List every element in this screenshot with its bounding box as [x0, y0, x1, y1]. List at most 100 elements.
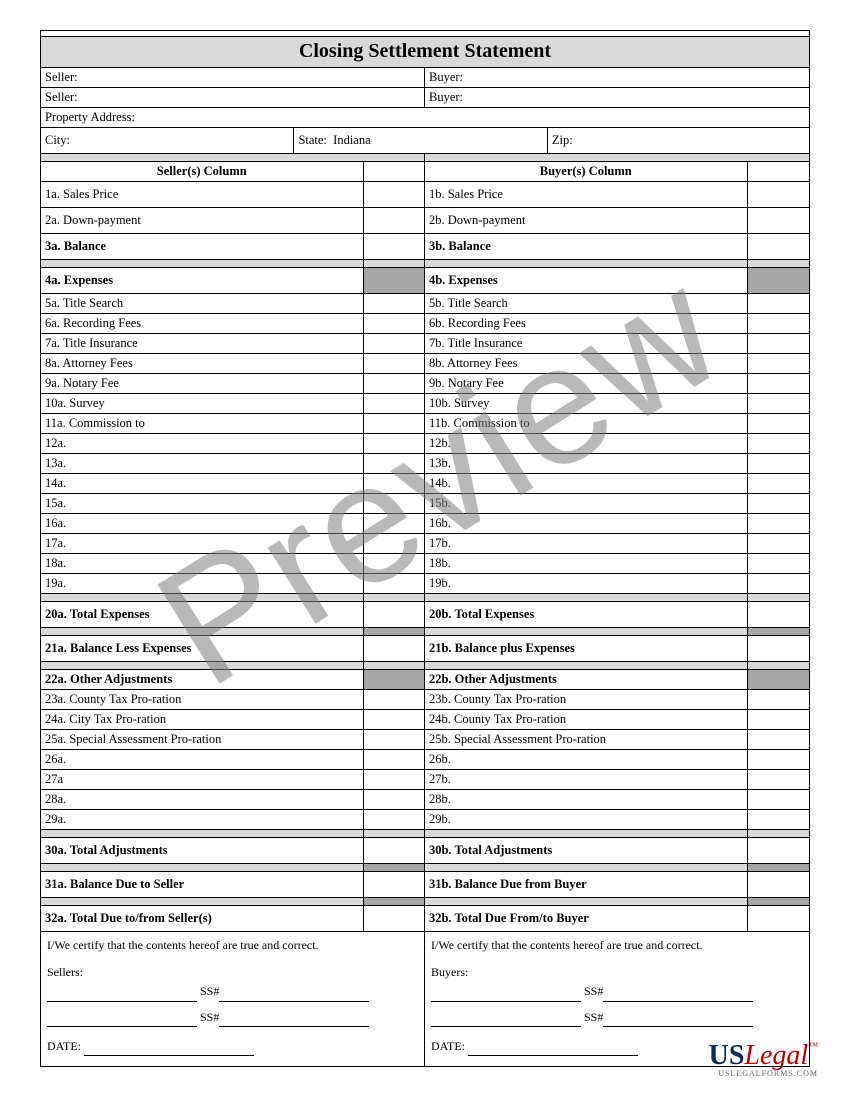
amount-cell[interactable] [364, 534, 425, 554]
amount-cell[interactable] [748, 354, 809, 374]
amount-cell[interactable] [364, 394, 425, 414]
table-row[interactable]: 29b. [425, 810, 748, 830]
amount-cell[interactable] [364, 790, 425, 810]
amount-cell[interactable] [364, 574, 425, 594]
table-row[interactable]: 1a. Sales Price [41, 182, 364, 208]
table-row[interactable]: 15a. [41, 494, 364, 514]
amount-cell[interactable] [748, 294, 809, 314]
table-row[interactable]: 13b. [425, 454, 748, 474]
amount-cell[interactable] [748, 750, 809, 770]
table-row[interactable]: 18a. [41, 554, 364, 574]
amount-cell[interactable] [364, 208, 425, 234]
amount-cell[interactable] [364, 374, 425, 394]
amount-cell[interactable] [748, 534, 809, 554]
table-row[interactable]: 6b. Recording Fees [425, 314, 748, 334]
amount-cell[interactable] [748, 474, 809, 494]
table-row[interactable]: 8a. Attorney Fees [41, 354, 364, 374]
amount-cell[interactable] [364, 434, 425, 454]
amount-cell[interactable] [364, 710, 425, 730]
amount-cell[interactable] [748, 374, 809, 394]
amount-cell[interactable] [364, 474, 425, 494]
amount-cell[interactable] [748, 710, 809, 730]
table-row[interactable]: 3b. Balance [425, 234, 748, 260]
table-row[interactable]: 9a. Notary Fee [41, 374, 364, 394]
table-row[interactable]: 2a. Down-payment [41, 208, 364, 234]
table-row[interactable]: 27b. [425, 770, 748, 790]
amount-cell[interactable] [364, 354, 425, 374]
amount-cell[interactable] [748, 234, 809, 260]
table-row[interactable]: 5a. Title Search [41, 294, 364, 314]
amount-cell[interactable] [364, 414, 425, 434]
amount-cell[interactable] [364, 294, 425, 314]
zip-field[interactable]: Zip: [548, 128, 809, 154]
amount-cell[interactable] [364, 314, 425, 334]
amount-cell[interactable] [364, 234, 425, 260]
table-row[interactable]: 28b. [425, 790, 748, 810]
city-field[interactable]: City: [41, 128, 294, 154]
table-row[interactable]: 25a. Special Assessment Pro-ration [41, 730, 364, 750]
amount-cell[interactable] [364, 770, 425, 790]
table-row[interactable]: 25b. Special Assessment Pro-ration [425, 730, 748, 750]
table-row[interactable]: 14a. [41, 474, 364, 494]
amount-cell[interactable] [748, 810, 809, 830]
table-row[interactable]: 19a. [41, 574, 364, 594]
table-row[interactable]: 17a. [41, 534, 364, 554]
amount-cell[interactable] [364, 554, 425, 574]
state-field[interactable]: State: Indiana [294, 128, 547, 154]
table-row[interactable]: 26a. [41, 750, 364, 770]
amount-cell[interactable] [364, 810, 425, 830]
table-row[interactable]: 26b. [425, 750, 748, 770]
amount-cell[interactable] [364, 750, 425, 770]
amount-cell[interactable] [364, 514, 425, 534]
buyer-field-2[interactable]: Buyer: [425, 88, 809, 108]
table-row[interactable]: 3a. Balance [41, 234, 364, 260]
table-row[interactable]: 13a. [41, 454, 364, 474]
table-row[interactable]: 29a. [41, 810, 364, 830]
table-row[interactable]: 23b. County Tax Pro-ration [425, 690, 748, 710]
amount-cell[interactable] [748, 182, 809, 208]
table-row[interactable]: 18b. [425, 554, 748, 574]
table-row[interactable]: 12b. [425, 434, 748, 454]
amount-cell[interactable] [364, 454, 425, 474]
amount-cell[interactable] [748, 454, 809, 474]
amount-cell[interactable] [748, 208, 809, 234]
table-row[interactable]: 23a. County Tax Pro-ration [41, 690, 364, 710]
amount-cell[interactable] [364, 494, 425, 514]
table-row[interactable]: 14b. [425, 474, 748, 494]
table-row[interactable]: 5b. Title Search [425, 294, 748, 314]
amount-cell[interactable] [748, 574, 809, 594]
amount-cell[interactable] [364, 730, 425, 750]
amount-cell[interactable] [364, 690, 425, 710]
amount-cell[interactable] [748, 434, 809, 454]
table-row[interactable]: 16b. [425, 514, 748, 534]
amount-cell[interactable] [748, 334, 809, 354]
table-row[interactable]: 1b. Sales Price [425, 182, 748, 208]
amount-cell[interactable] [364, 334, 425, 354]
table-row[interactable]: 28a. [41, 790, 364, 810]
amount-cell[interactable] [748, 394, 809, 414]
table-row[interactable]: 10a. Survey [41, 394, 364, 414]
seller-field-2[interactable]: Seller: [41, 88, 425, 108]
amount-cell[interactable] [748, 494, 809, 514]
table-row[interactable]: 10b. Survey [425, 394, 748, 414]
table-row[interactable]: 11b. Commission to [425, 414, 748, 434]
table-row[interactable]: 2b. Down-payment [425, 208, 748, 234]
table-row[interactable]: 16a. [41, 514, 364, 534]
table-row[interactable]: 7b. Title Insurance [425, 334, 748, 354]
table-row[interactable]: 24a. City Tax Pro-ration [41, 710, 364, 730]
amount-cell[interactable] [748, 554, 809, 574]
table-row[interactable]: 8b. Attorney Fees [425, 354, 748, 374]
table-row[interactable]: 7a. Title Insurance [41, 334, 364, 354]
amount-cell[interactable] [748, 414, 809, 434]
table-row[interactable]: 11a. Commission to [41, 414, 364, 434]
table-row[interactable]: 19b. [425, 574, 748, 594]
table-row[interactable]: 6a. Recording Fees [41, 314, 364, 334]
property-address-field[interactable]: Property Address: [41, 108, 809, 128]
buyer-field-1[interactable]: Buyer: [425, 68, 809, 88]
amount-cell[interactable] [748, 730, 809, 750]
table-row[interactable]: 27a [41, 770, 364, 790]
amount-cell[interactable] [748, 790, 809, 810]
table-row[interactable]: 17b. [425, 534, 748, 554]
table-row[interactable]: 9b. Notary Fee [425, 374, 748, 394]
amount-cell[interactable] [364, 182, 425, 208]
